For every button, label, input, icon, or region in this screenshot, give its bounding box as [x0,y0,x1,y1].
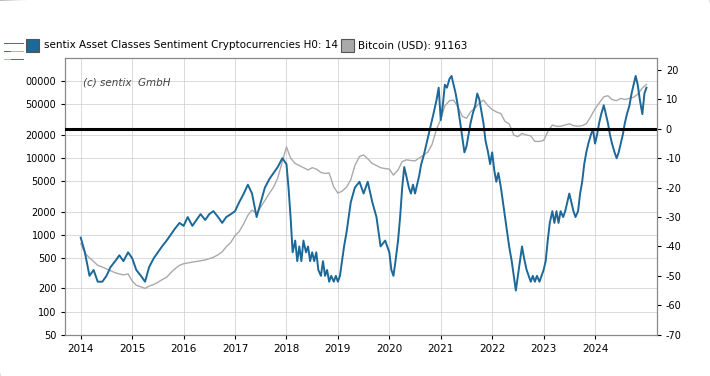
Text: (c) sentix  GmbH: (c) sentix GmbH [83,77,170,88]
FancyBboxPatch shape [11,51,24,52]
FancyBboxPatch shape [11,59,24,60]
FancyBboxPatch shape [4,59,16,60]
Bar [26,39,39,52]
FancyBboxPatch shape [4,51,16,52]
FancyBboxPatch shape [4,43,16,44]
FancyBboxPatch shape [11,43,24,44]
Text: sentix Asset classes sentiment - Crypto currencies: sentix Asset classes sentiment - Crypto … [6,9,464,23]
Bar [341,39,354,52]
Text: Bitcoin (USD): 91163: Bitcoin (USD): 91163 [358,40,467,50]
Text: sentix Asset Classes Sentiment Cryptocurrencies H0: 14: sentix Asset Classes Sentiment Cryptocur… [44,40,338,50]
